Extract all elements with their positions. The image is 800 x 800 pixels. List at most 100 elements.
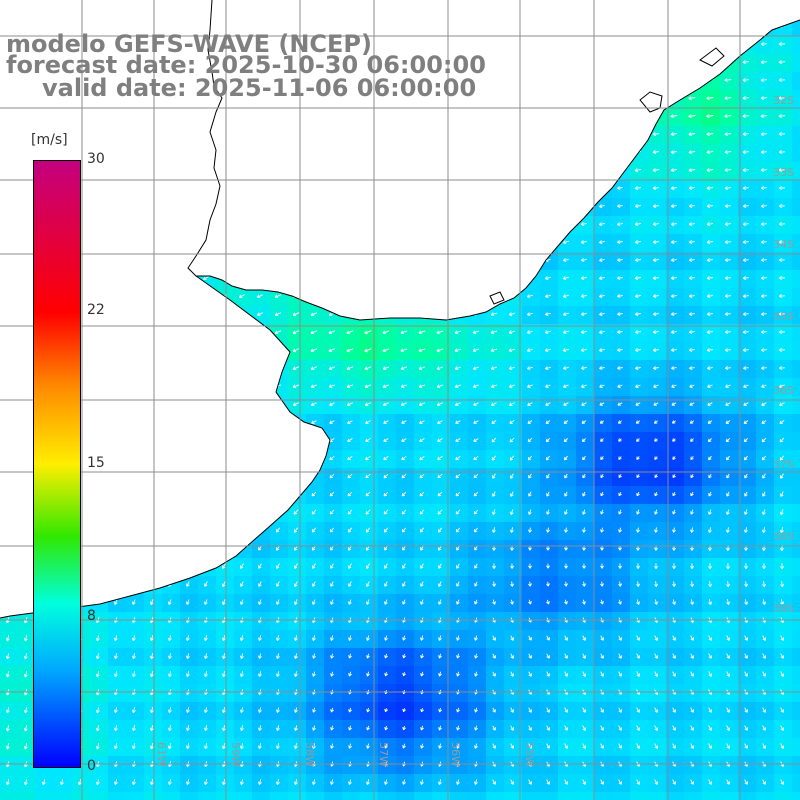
wind-speed-cell (468, 378, 487, 397)
wind-arrow (742, 114, 750, 119)
wind-arrow (456, 581, 460, 587)
wind-speed-cell (756, 54, 775, 73)
wind-arrow (401, 473, 407, 479)
wind-speed-cell (666, 522, 685, 541)
wind-speed-cell (360, 648, 379, 667)
wind-arrow (618, 527, 622, 533)
wind-speed-cell (576, 540, 595, 559)
wind-speed-cell (792, 792, 800, 800)
wind-speed-cell (396, 792, 415, 800)
wind-arrow (311, 491, 317, 497)
wind-speed-cell (324, 342, 343, 361)
wind-speed-cell (468, 666, 487, 685)
wind-speed-cell (360, 342, 379, 361)
wind-arrow (276, 635, 280, 642)
wind-speed-cell (306, 540, 325, 559)
wind-arrow (131, 635, 136, 642)
wind-speed-cell (594, 198, 613, 217)
wind-arrow (563, 437, 569, 443)
wind-speed-cell (378, 342, 397, 361)
wind-arrow (366, 725, 370, 731)
wind-arrow (312, 653, 316, 659)
wind-speed-cell (720, 414, 739, 433)
wind-speed-cell (252, 288, 271, 307)
wind-arrow (778, 276, 785, 280)
wind-arrow (274, 312, 281, 317)
wind-arrow (382, 348, 390, 353)
wind-speed-cell (396, 432, 415, 451)
wind-arrow (742, 168, 750, 173)
wind-speed-cell (720, 72, 739, 91)
wind-arrow (563, 455, 568, 461)
wind-speed-cell (450, 684, 469, 703)
wind-speed-cell (234, 558, 253, 577)
wind-arrow (364, 402, 371, 407)
wind-arrow (168, 599, 172, 605)
wind-arrow (528, 473, 532, 479)
wind-arrow (706, 204, 713, 209)
wind-arrow (544, 330, 551, 335)
wind-arrow (760, 222, 767, 227)
wind-speed-cell (378, 360, 397, 379)
wind-arrow (420, 725, 424, 731)
wind-arrow (456, 707, 460, 713)
wind-arrow (690, 491, 694, 497)
wind-arrow (724, 222, 731, 227)
wind-speed-cell (792, 666, 800, 685)
wind-arrow (618, 456, 622, 460)
wind-arrow (455, 438, 461, 442)
wind-arrow (726, 491, 730, 497)
wind-arrow (402, 599, 406, 605)
wind-arrow (509, 455, 515, 461)
wind-speed-cell (666, 288, 685, 307)
wind-speed-cell (576, 360, 595, 379)
wind-arrow (778, 330, 785, 334)
wind-speed-cell (324, 468, 343, 487)
longitude-label: 56W (449, 742, 462, 767)
wind-speed-cell (126, 792, 145, 800)
wind-speed-cell (792, 432, 800, 451)
wind-speed-cell (540, 792, 559, 800)
latitude-label: 38S (773, 530, 794, 543)
wind-speed-cell (756, 90, 775, 109)
wind-speed-cell (702, 198, 721, 217)
wind-speed-cell (792, 450, 800, 469)
wind-arrow (528, 491, 532, 497)
wind-arrow (726, 599, 730, 606)
wind-speed-cell (630, 378, 649, 397)
wind-speed-cell (774, 72, 793, 91)
wind-arrow (492, 653, 496, 659)
wind-arrow (294, 707, 298, 713)
wind-arrow (564, 779, 568, 785)
wind-arrow (707, 527, 712, 533)
wind-arrow (239, 635, 244, 642)
wind-arrow (724, 240, 731, 244)
wind-arrow (778, 312, 785, 316)
wind-speed-cell (774, 396, 793, 415)
wind-arrow (688, 240, 695, 245)
wind-arrow (688, 186, 695, 191)
wind-arrow (329, 509, 335, 515)
wind-arrow (670, 114, 678, 119)
wind-speed-cell (666, 468, 685, 487)
wind-arrow (456, 653, 460, 659)
wind-arrow (762, 473, 766, 479)
wind-arrow (384, 599, 388, 605)
wind-arrow (186, 599, 190, 605)
wind-arrow (294, 671, 298, 677)
wind-arrow (618, 653, 622, 659)
wind-arrow (510, 635, 514, 641)
wind-arrow (510, 707, 514, 713)
wind-arrow (95, 670, 100, 678)
wind-arrow (420, 707, 425, 713)
wind-speed-cell (450, 360, 469, 379)
wind-arrow (330, 545, 334, 551)
wind-arrow (564, 509, 568, 515)
latitude-label: 39S (773, 602, 794, 615)
wind-arrow (474, 725, 478, 731)
wind-arrow (528, 563, 532, 569)
wind-arrow (617, 384, 623, 388)
wind-arrow (600, 438, 604, 442)
wind-arrow (329, 455, 335, 461)
wind-speed-cell (432, 648, 451, 667)
